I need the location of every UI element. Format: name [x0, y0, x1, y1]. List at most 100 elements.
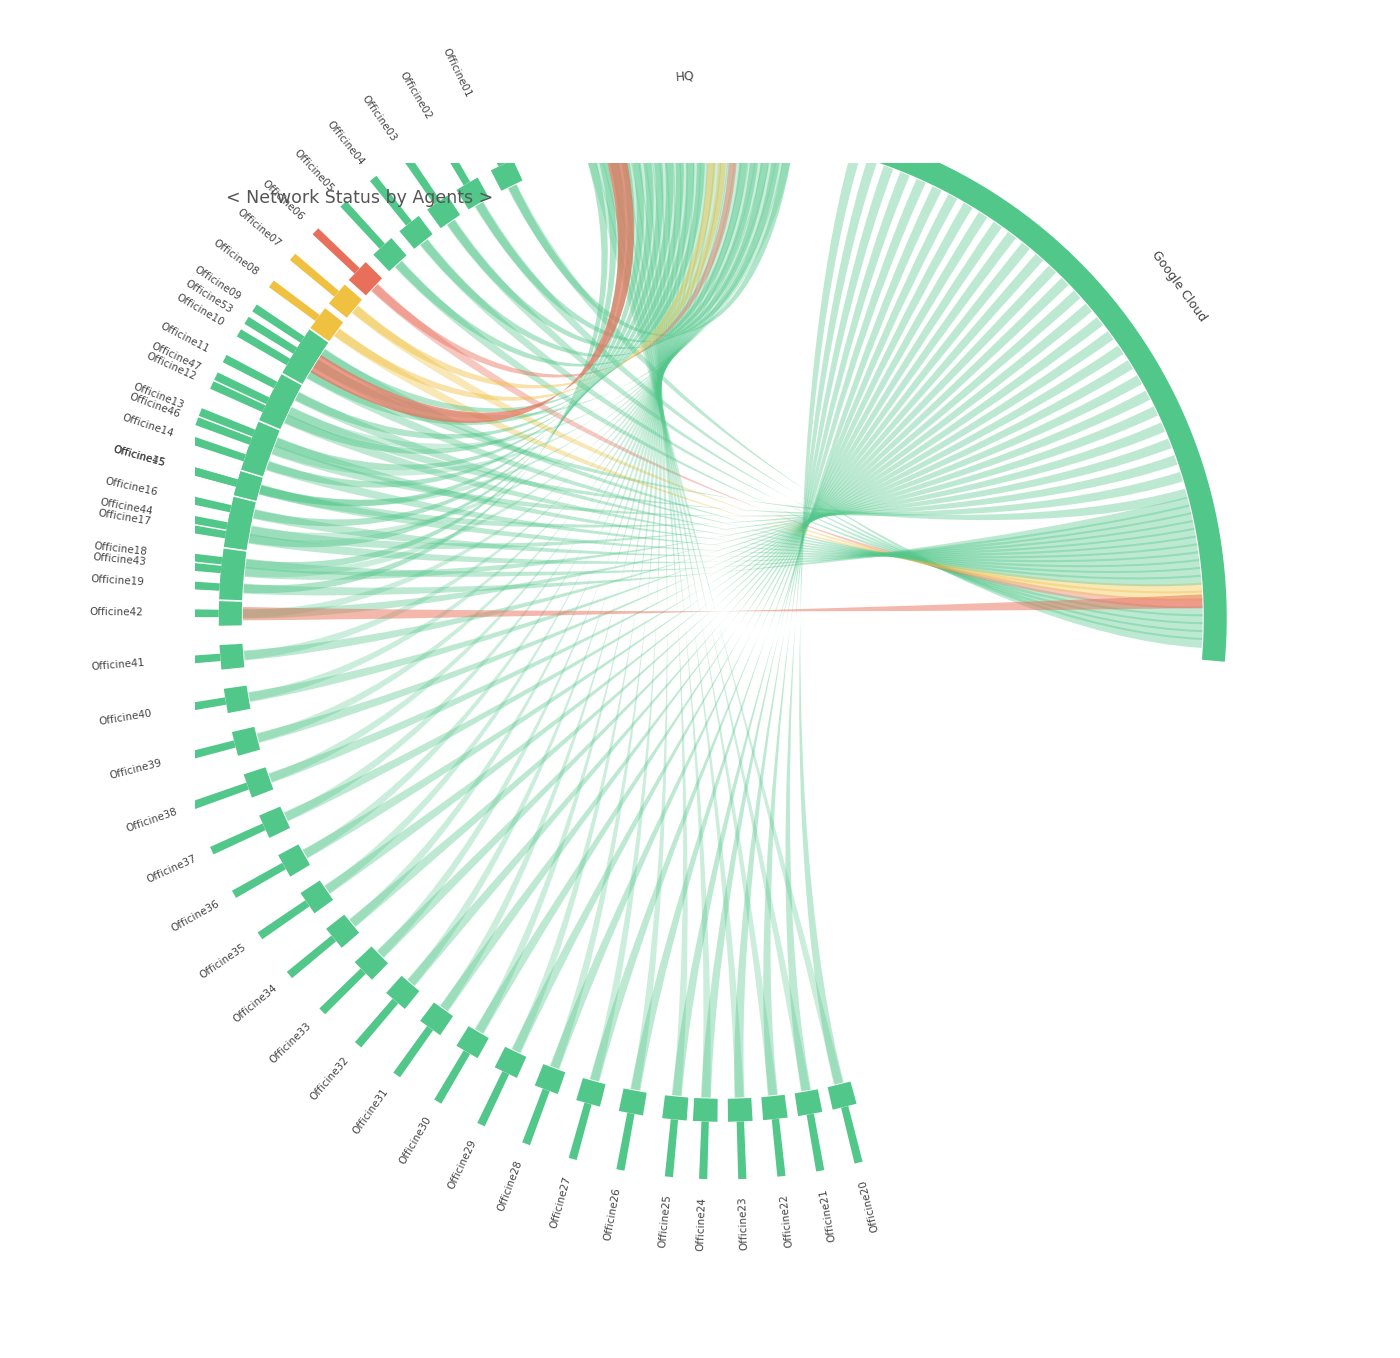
PathPatch shape: [295, 391, 1200, 573]
PathPatch shape: [353, 139, 727, 388]
PathPatch shape: [508, 143, 794, 335]
Polygon shape: [225, 513, 252, 542]
Polygon shape: [214, 372, 269, 405]
Polygon shape: [224, 523, 251, 550]
Polygon shape: [386, 976, 420, 1009]
PathPatch shape: [259, 145, 644, 507]
Polygon shape: [249, 422, 280, 452]
PathPatch shape: [302, 304, 1092, 858]
Polygon shape: [402, 152, 441, 205]
Polygon shape: [568, 1103, 592, 1160]
Text: Officine26: Officine26: [602, 1187, 622, 1241]
Text: Officine03: Officine03: [360, 94, 399, 143]
Text: Officine43: Officine43: [92, 553, 147, 568]
Text: Officine33: Officine33: [267, 1020, 314, 1065]
PathPatch shape: [287, 406, 1183, 516]
Polygon shape: [283, 352, 315, 384]
Polygon shape: [427, 196, 461, 228]
PathPatch shape: [266, 144, 654, 488]
Text: Officine22: Officine22: [778, 1194, 794, 1248]
Polygon shape: [522, 1089, 550, 1145]
PathPatch shape: [512, 143, 665, 1052]
PathPatch shape: [440, 243, 1030, 1012]
Text: Officine18: Officine18: [94, 542, 148, 557]
Polygon shape: [263, 390, 294, 421]
PathPatch shape: [508, 185, 1203, 648]
Polygon shape: [706, 114, 811, 144]
Polygon shape: [456, 1027, 489, 1058]
PathPatch shape: [249, 360, 1133, 702]
Polygon shape: [221, 549, 246, 574]
PathPatch shape: [302, 139, 708, 858]
Polygon shape: [220, 644, 244, 669]
PathPatch shape: [550, 144, 662, 1069]
PathPatch shape: [259, 485, 1196, 557]
Text: Officine34: Officine34: [231, 982, 279, 1024]
Text: Officine46: Officine46: [127, 391, 182, 420]
PathPatch shape: [395, 139, 749, 367]
Text: Officine14: Officine14: [120, 413, 175, 439]
Polygon shape: [699, 1122, 708, 1179]
PathPatch shape: [672, 186, 942, 1096]
Text: Officine30: Officine30: [398, 1115, 433, 1165]
Polygon shape: [189, 436, 246, 462]
Polygon shape: [399, 216, 433, 249]
PathPatch shape: [245, 406, 1158, 580]
Polygon shape: [473, 111, 505, 167]
PathPatch shape: [295, 140, 683, 439]
Polygon shape: [181, 464, 238, 486]
Polygon shape: [196, 417, 252, 445]
Text: Officine44: Officine44: [99, 497, 154, 517]
PathPatch shape: [594, 153, 811, 1092]
Polygon shape: [178, 740, 235, 762]
PathPatch shape: [253, 148, 634, 527]
Polygon shape: [287, 936, 336, 978]
Polygon shape: [168, 521, 227, 538]
PathPatch shape: [475, 232, 1016, 1033]
PathPatch shape: [378, 140, 687, 957]
PathPatch shape: [395, 261, 1203, 617]
PathPatch shape: [242, 139, 750, 618]
Polygon shape: [234, 471, 262, 501]
Polygon shape: [234, 471, 262, 501]
Polygon shape: [269, 281, 319, 320]
PathPatch shape: [269, 331, 1113, 782]
PathPatch shape: [550, 212, 987, 1069]
PathPatch shape: [284, 414, 1200, 568]
Polygon shape: [210, 382, 266, 413]
Text: Officine39: Officine39: [109, 758, 164, 781]
Polygon shape: [329, 285, 363, 318]
Polygon shape: [220, 557, 245, 584]
PathPatch shape: [763, 166, 893, 1096]
Polygon shape: [246, 430, 276, 460]
Polygon shape: [806, 1114, 825, 1172]
PathPatch shape: [259, 439, 1172, 527]
Polygon shape: [370, 175, 412, 225]
PathPatch shape: [475, 202, 1203, 640]
PathPatch shape: [511, 221, 1002, 1054]
Polygon shape: [241, 447, 270, 477]
Polygon shape: [162, 653, 221, 665]
PathPatch shape: [476, 141, 783, 342]
PathPatch shape: [591, 144, 662, 1081]
Polygon shape: [218, 602, 242, 626]
Polygon shape: [662, 1096, 689, 1120]
Polygon shape: [164, 559, 221, 573]
Polygon shape: [258, 900, 309, 940]
Polygon shape: [161, 608, 218, 617]
Polygon shape: [349, 262, 382, 295]
Text: Officine32: Officine32: [308, 1055, 350, 1103]
PathPatch shape: [249, 139, 736, 701]
PathPatch shape: [608, 149, 743, 1097]
PathPatch shape: [349, 278, 1068, 928]
Text: Officine53: Officine53: [183, 278, 234, 315]
PathPatch shape: [284, 141, 673, 454]
PathPatch shape: [258, 139, 729, 741]
PathPatch shape: [244, 155, 608, 593]
PathPatch shape: [335, 329, 1203, 593]
PathPatch shape: [407, 140, 682, 986]
Text: Officine40: Officine40: [98, 709, 153, 728]
Text: Officine28: Officine28: [497, 1158, 525, 1213]
Polygon shape: [223, 354, 277, 388]
Polygon shape: [665, 1119, 678, 1177]
